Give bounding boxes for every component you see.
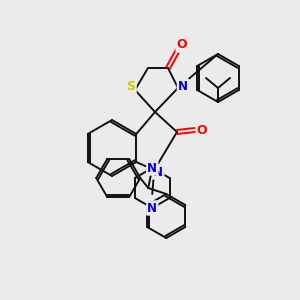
Text: N: N — [147, 161, 157, 175]
Text: N: N — [178, 80, 188, 92]
Text: N: N — [153, 166, 163, 178]
Text: O: O — [197, 124, 207, 136]
Text: N: N — [147, 202, 157, 214]
Text: S: S — [127, 80, 136, 94]
Text: O: O — [177, 38, 187, 52]
